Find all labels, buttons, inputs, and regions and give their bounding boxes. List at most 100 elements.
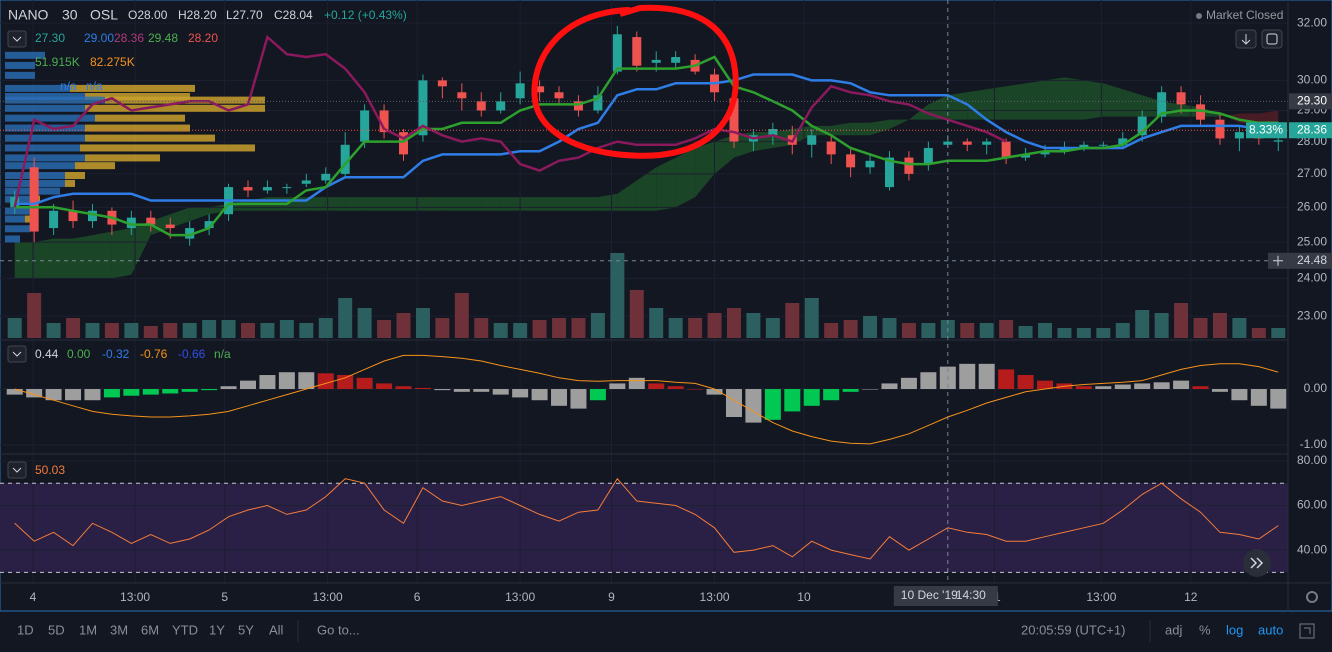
volume-bar bbox=[182, 323, 197, 338]
candle-body bbox=[807, 135, 817, 145]
legend-value: 51.915K bbox=[35, 55, 80, 69]
range-button[interactable]: YTD bbox=[172, 622, 198, 637]
candle-body bbox=[1021, 154, 1031, 158]
collapse-button[interactable] bbox=[7, 30, 27, 48]
range-button[interactable]: 6M bbox=[141, 622, 159, 637]
macd-bar bbox=[667, 386, 684, 390]
volume-bar bbox=[785, 303, 800, 338]
macd-bar bbox=[1114, 384, 1131, 390]
adj-toggle[interactable]: adj bbox=[1165, 622, 1182, 637]
macd-bar bbox=[26, 389, 43, 398]
x-tick-label: 13:00 bbox=[313, 590, 343, 604]
candle-body bbox=[476, 101, 486, 111]
range-button[interactable]: 3M bbox=[110, 622, 128, 637]
candle-body bbox=[573, 101, 583, 111]
symbol[interactable]: NANO bbox=[8, 7, 49, 23]
legend-value: 0.44 bbox=[35, 347, 59, 361]
candle-body bbox=[1118, 138, 1128, 145]
macd-bar bbox=[725, 389, 742, 418]
range-button[interactable]: All bbox=[269, 622, 284, 637]
interval[interactable]: 30 bbox=[62, 7, 78, 23]
legend-value: 82.275K bbox=[90, 55, 135, 69]
macd-bar bbox=[745, 389, 762, 423]
cloud-segment bbox=[908, 104, 929, 120]
log-toggle[interactable]: log bbox=[1226, 622, 1243, 637]
candle-body bbox=[1234, 132, 1244, 139]
macd-bar bbox=[356, 377, 373, 390]
volume-bar bbox=[1135, 310, 1150, 338]
frame bbox=[0, 0, 1332, 612]
rsi-line bbox=[14, 477, 1279, 560]
profile-up bbox=[5, 215, 25, 223]
range-button[interactable]: 1Y bbox=[209, 622, 225, 637]
macd-bar bbox=[589, 389, 606, 401]
candle-body bbox=[282, 187, 292, 189]
change-label: 8.33% bbox=[1249, 122, 1283, 136]
volume-bar bbox=[493, 323, 508, 338]
candle-body bbox=[651, 59, 661, 63]
cloud-segment bbox=[345, 197, 365, 211]
cloud-segment bbox=[461, 197, 482, 211]
macd-bar bbox=[201, 389, 218, 391]
candle-body bbox=[826, 141, 836, 155]
candle-body bbox=[68, 210, 78, 222]
profile-up bbox=[5, 207, 35, 215]
macd-bar bbox=[298, 372, 315, 390]
candle-body bbox=[1215, 119, 1225, 139]
macd-bar bbox=[1017, 375, 1034, 390]
candle-body bbox=[87, 210, 97, 222]
fullscreen-button[interactable] bbox=[1261, 29, 1283, 49]
auto-toggle[interactable]: auto bbox=[1258, 622, 1283, 637]
macd-bar bbox=[395, 386, 412, 390]
candle-body bbox=[768, 129, 778, 136]
settings-icon[interactable] bbox=[1306, 591, 1318, 603]
volume-bar bbox=[804, 298, 819, 338]
macd-bar bbox=[45, 389, 62, 401]
percent-toggle[interactable]: % bbox=[1199, 622, 1211, 637]
rsi-band bbox=[0, 483, 1288, 573]
volume-bar bbox=[921, 323, 936, 338]
volume-bar bbox=[901, 323, 916, 338]
macd-bar bbox=[1075, 386, 1092, 390]
candle-body bbox=[554, 92, 564, 99]
range-button[interactable]: 1M bbox=[79, 622, 97, 637]
collapse-button[interactable] bbox=[7, 345, 27, 363]
price-label: 28.36 bbox=[1297, 122, 1327, 136]
collapse-button[interactable] bbox=[7, 461, 27, 479]
change: +0.12 (+0.43%) bbox=[324, 8, 407, 22]
crosshair-plus bbox=[1273, 255, 1283, 266]
cloud-segment bbox=[1006, 83, 1026, 120]
macd-bar bbox=[648, 383, 665, 390]
candle-body bbox=[612, 34, 622, 72]
profile-down bbox=[85, 134, 215, 142]
macd-bar bbox=[1173, 380, 1190, 390]
range-button[interactable]: 1D bbox=[17, 622, 34, 637]
volume-bar bbox=[824, 323, 839, 338]
range-button[interactable]: 5Y bbox=[238, 622, 254, 637]
candle-body bbox=[846, 154, 856, 168]
x-tick-label: 12 bbox=[1184, 590, 1198, 604]
profile-up bbox=[5, 96, 105, 104]
profile-up bbox=[5, 225, 30, 233]
candle-body bbox=[632, 37, 642, 66]
macd-bar bbox=[512, 389, 529, 398]
cloud-segment bbox=[559, 197, 579, 211]
candle-body bbox=[1079, 144, 1089, 148]
macd-bar bbox=[434, 389, 451, 391]
range-button[interactable]: 5D bbox=[48, 622, 65, 637]
indicator-line bbox=[14, 55, 1279, 237]
profile-up bbox=[5, 51, 45, 59]
goto-button[interactable]: Go to... bbox=[317, 622, 360, 637]
collapse-icon bbox=[12, 467, 22, 473]
candle-body bbox=[1157, 92, 1167, 117]
macd-bar bbox=[317, 373, 334, 390]
volume-bar bbox=[260, 323, 275, 338]
cloud-segment bbox=[442, 197, 462, 211]
settings-icon[interactable] bbox=[1299, 623, 1315, 639]
volume-bar bbox=[707, 313, 722, 338]
candle-body bbox=[904, 157, 914, 174]
candle-body bbox=[923, 147, 933, 165]
cloud-segment bbox=[947, 92, 968, 120]
cloud-segment bbox=[92, 231, 112, 279]
volume-bar bbox=[999, 320, 1014, 338]
